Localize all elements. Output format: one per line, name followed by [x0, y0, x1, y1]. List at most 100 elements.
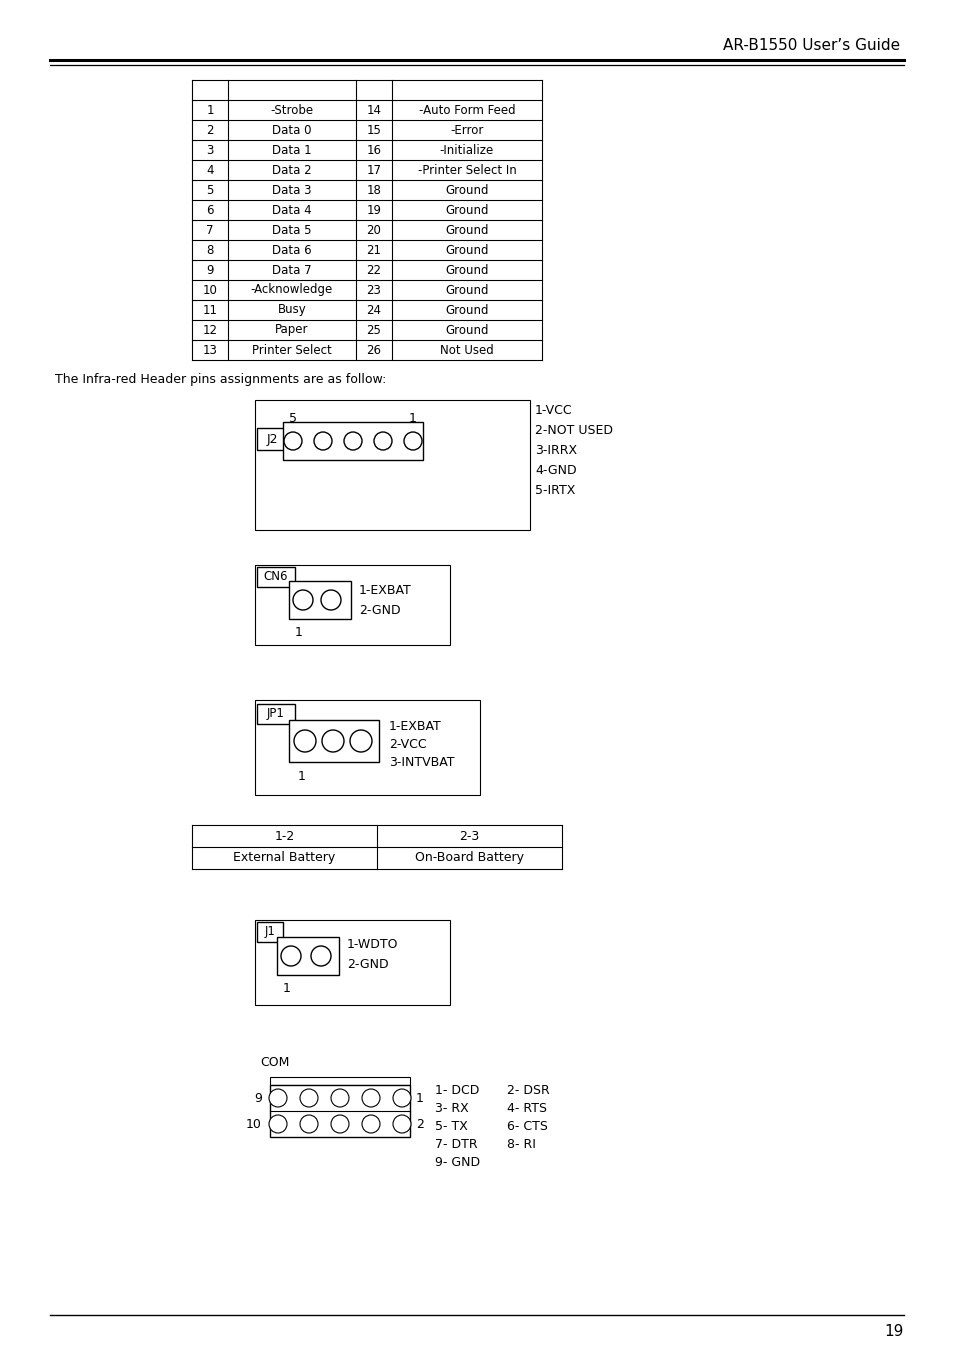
Text: Ground: Ground [445, 223, 488, 236]
Text: 9: 9 [206, 263, 213, 277]
Text: -Strobe: -Strobe [270, 104, 314, 116]
Text: 8- RI: 8- RI [506, 1138, 536, 1151]
Text: -Error: -Error [450, 123, 483, 136]
Circle shape [284, 432, 302, 450]
Circle shape [294, 730, 315, 753]
Text: 1-EXBAT: 1-EXBAT [358, 585, 412, 597]
Bar [254, 400, 530, 530]
Text: 17: 17 [366, 163, 381, 177]
Text: Printer Select: Printer Select [252, 343, 332, 357]
Text: 1-EXBAT: 1-EXBAT [389, 720, 441, 732]
Text: CN6: CN6 [263, 570, 288, 584]
Text: 2-3: 2-3 [459, 830, 479, 843]
Circle shape [299, 1115, 317, 1133]
Text: 2: 2 [206, 123, 213, 136]
Circle shape [269, 1115, 287, 1133]
Circle shape [322, 730, 344, 753]
Text: 2: 2 [416, 1117, 423, 1131]
Text: The Infra-red Header pins assignments are as follow:: The Infra-red Header pins assignments ar… [55, 373, 386, 386]
Text: 12: 12 [202, 323, 217, 336]
Text: Paper: Paper [275, 323, 309, 336]
Text: Data 4: Data 4 [272, 204, 312, 216]
Text: 1-VCC: 1-VCC [535, 404, 572, 416]
Text: 1: 1 [297, 770, 306, 782]
Text: 2-VCC: 2-VCC [389, 738, 426, 751]
Text: Ground: Ground [445, 204, 488, 216]
Text: 22: 22 [366, 263, 381, 277]
Text: 5: 5 [289, 412, 296, 424]
Text: 10: 10 [246, 1117, 262, 1131]
Text: 1: 1 [206, 104, 213, 116]
Circle shape [361, 1115, 379, 1133]
Text: 9- GND: 9- GND [435, 1155, 479, 1169]
Text: Ground: Ground [445, 243, 488, 257]
Circle shape [331, 1115, 349, 1133]
Text: 2-NOT USED: 2-NOT USED [535, 423, 613, 436]
Text: 19: 19 [366, 204, 381, 216]
Circle shape [311, 946, 331, 966]
Text: 11: 11 [202, 304, 217, 316]
Text: 4: 4 [206, 163, 213, 177]
Text: J1: J1 [264, 925, 275, 939]
Text: 1: 1 [416, 1092, 423, 1105]
Text: 3: 3 [206, 143, 213, 157]
Circle shape [393, 1115, 411, 1133]
Bar [270, 1077, 410, 1085]
Text: 1- DCD: 1- DCD [435, 1084, 478, 1097]
Text: Data 1: Data 1 [272, 143, 312, 157]
Bar [254, 920, 450, 1005]
Bar [256, 704, 294, 724]
Circle shape [299, 1089, 317, 1106]
Text: 19: 19 [883, 1324, 903, 1339]
Text: 1: 1 [409, 412, 416, 424]
Text: Data 7: Data 7 [272, 263, 312, 277]
Circle shape [350, 730, 372, 753]
Text: JP1: JP1 [267, 708, 285, 720]
Text: 10: 10 [202, 284, 217, 296]
Circle shape [374, 432, 392, 450]
Bar [256, 921, 283, 942]
Text: Ground: Ground [445, 263, 488, 277]
Text: 2-GND: 2-GND [358, 604, 400, 617]
Text: COM: COM [260, 1056, 289, 1070]
Text: 2-GND: 2-GND [347, 958, 388, 971]
Text: -Printer Select In: -Printer Select In [417, 163, 516, 177]
Text: 5: 5 [206, 184, 213, 196]
Text: 3-IRRX: 3-IRRX [535, 443, 577, 457]
Text: -Acknowledge: -Acknowledge [251, 284, 333, 296]
Text: 26: 26 [366, 343, 381, 357]
Text: Data 6: Data 6 [272, 243, 312, 257]
Text: Data 5: Data 5 [272, 223, 312, 236]
Text: 13: 13 [202, 343, 217, 357]
Text: 3- RX: 3- RX [435, 1101, 468, 1115]
Text: Not Used: Not Used [439, 343, 494, 357]
Bar [254, 565, 450, 644]
Text: External Battery: External Battery [233, 851, 335, 865]
Text: 23: 23 [366, 284, 381, 296]
Text: 21: 21 [366, 243, 381, 257]
Text: On-Board Battery: On-Board Battery [415, 851, 523, 865]
Bar [289, 720, 378, 762]
Text: -Auto Form Feed: -Auto Form Feed [418, 104, 515, 116]
Text: 16: 16 [366, 143, 381, 157]
Text: 14: 14 [366, 104, 381, 116]
Text: Ground: Ground [445, 184, 488, 196]
Circle shape [331, 1089, 349, 1106]
Text: 3-INTVBAT: 3-INTVBAT [389, 755, 454, 769]
Text: 1: 1 [283, 982, 291, 996]
Text: Data 3: Data 3 [272, 184, 312, 196]
Text: Data 0: Data 0 [272, 123, 312, 136]
Circle shape [293, 590, 313, 611]
Text: 4-GND: 4-GND [535, 463, 576, 477]
Text: 15: 15 [366, 123, 381, 136]
Text: Busy: Busy [277, 304, 306, 316]
Circle shape [393, 1089, 411, 1106]
Text: -Initialize: -Initialize [439, 143, 494, 157]
Circle shape [320, 590, 340, 611]
Text: Data 2: Data 2 [272, 163, 312, 177]
Text: 1-2: 1-2 [274, 830, 294, 843]
Text: 24: 24 [366, 304, 381, 316]
Bar [276, 938, 338, 975]
Text: AR-B1550 User’s Guide: AR-B1550 User’s Guide [722, 38, 899, 53]
Text: 8: 8 [206, 243, 213, 257]
